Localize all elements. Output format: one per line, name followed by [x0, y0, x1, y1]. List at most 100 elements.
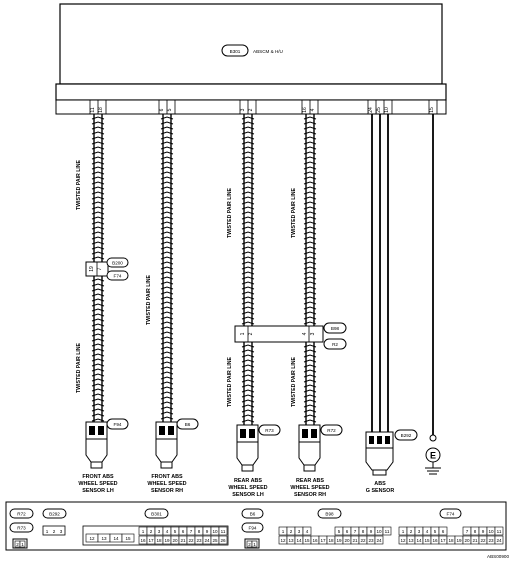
connector-code: F74 — [114, 273, 122, 278]
pin-number: 24 — [376, 538, 382, 543]
sensor-rear-rh: R72 REAR ABS WHEEL SPEED SENSOR RH — [290, 424, 343, 498]
ground-symbol: E — [425, 434, 441, 475]
pin-number: 3 — [158, 529, 161, 534]
inline-pin: 19 — [89, 266, 95, 272]
connector-view-code: R72 — [17, 512, 26, 517]
connector-view-code: B292 — [49, 512, 60, 517]
connector-code: F94 — [114, 422, 122, 427]
pin-number: 8 — [474, 529, 477, 534]
pin-number: 8 — [198, 529, 201, 534]
sensor-label: ABS — [374, 481, 386, 487]
pin-number: 26 — [220, 538, 226, 543]
pin-number: 18 — [156, 538, 162, 543]
module-pin: 16 — [302, 107, 308, 113]
sensor-label: SENSOR LH — [82, 488, 114, 494]
pin-cell — [382, 526, 392, 536]
connector-view-code: F74 — [447, 512, 455, 517]
pin-number: 3 — [298, 529, 301, 534]
inline-pin: 4 — [302, 332, 308, 335]
twisted-label: TWISTED PAIR LINE — [227, 356, 233, 407]
pin-number: 17 — [320, 538, 326, 543]
inline-pin: 1 — [240, 332, 246, 335]
connector-view-code: B98 — [325, 512, 334, 517]
module-pin: 2 — [248, 108, 254, 111]
sensor-label: SENSOR LH — [232, 492, 264, 498]
pin-number: 15 — [304, 538, 310, 543]
pin-number: 18 — [448, 538, 454, 543]
pin-number: 11 — [497, 529, 502, 534]
pin-number: 7 — [354, 529, 357, 534]
sensor-front-lh: F94 FRONT ABS WHEEL SPEED SENSOR LH — [78, 418, 129, 494]
module-pin: 6 — [159, 108, 165, 111]
pin-number: 19 — [456, 538, 462, 543]
pin-number: 5 — [174, 529, 177, 534]
sensor-label: WHEEL SPEED — [228, 485, 267, 491]
module-name: ABSCM & H/U — [253, 49, 283, 54]
pin-number: 9 — [206, 529, 209, 534]
module-pin: 3 — [240, 108, 246, 111]
pin-number: 2 — [290, 529, 293, 534]
twisted-label: TWISTED PAIR LINE — [76, 159, 82, 210]
pin-number: 12 — [280, 538, 286, 543]
pin-number: 13 — [288, 538, 294, 543]
sensor-front-rh: B6 FRONT ABS WHEEL SPEED SENSOR RH — [147, 418, 199, 494]
pin-number: 22 — [188, 538, 194, 543]
pin-number: 4 — [306, 529, 309, 534]
sensor-rear-lh: R73 REAR ABS WHEEL SPEED SENSOR LH — [228, 424, 281, 498]
module-connector-badge — [221, 44, 249, 57]
pin-number: 23 — [196, 538, 202, 543]
pin-number: 14 — [296, 538, 302, 543]
connector-code: R72 — [327, 428, 336, 433]
pin-cell — [494, 526, 504, 536]
twisted-label: TWISTED PAIR LINE — [291, 187, 297, 238]
module-pin: 11 — [90, 107, 96, 112]
pin-number: 1 — [282, 529, 285, 534]
pin-number: 17 — [440, 538, 446, 543]
twist-marks — [91, 116, 105, 260]
module-pin-dividers — [89, 100, 438, 114]
pin-number: 7 — [190, 529, 193, 534]
pin-number: 25 — [212, 538, 218, 543]
connector-code: B292 — [401, 433, 412, 438]
pin-number: 3 — [60, 529, 63, 534]
twisted-label: TWISTED PAIR LINE — [146, 274, 152, 325]
connector-views: R72 R73 2 1 B292 1 2 3 B301 1 2 3 4 5 6 7 8 9 10 1… — [5, 501, 507, 551]
connector-view-code: B301 — [151, 512, 162, 517]
pin-number: 16 — [140, 538, 146, 543]
pin-number: 11 — [385, 529, 390, 534]
module-pin: 25 — [376, 107, 382, 113]
pin-number: 19 — [164, 538, 170, 543]
inline-connector-rear: 1 2 4 3 B98 R2 — [234, 322, 347, 350]
pin-number: 21 — [352, 538, 358, 543]
pin-number: 15 — [424, 538, 430, 543]
pin-number: 2 — [150, 529, 153, 534]
pin-number: 9 — [370, 529, 373, 534]
sensor-label: REAR ABS — [234, 478, 262, 484]
module-pin: 4 — [310, 108, 316, 111]
ground-label: E — [430, 451, 436, 461]
pin-number: 3 — [418, 529, 421, 534]
pin-number: 5 — [338, 529, 341, 534]
pin-number: 23 — [488, 538, 494, 543]
pin-cell — [218, 526, 228, 536]
sensor-label: WHEEL SPEED — [147, 481, 186, 487]
sensor-label: REAR ABS — [296, 478, 324, 484]
pin-number: 20 — [464, 538, 470, 543]
connector-view-code: R73 — [17, 526, 26, 531]
twist-marks — [160, 116, 174, 420]
pin-number: 20 — [344, 538, 350, 543]
pin-number: 13 — [101, 536, 107, 541]
sensor-label: G SENSOR — [366, 488, 395, 494]
sensor-label: WHEEL SPEED — [290, 485, 329, 491]
sensor-label: FRONT ABS — [82, 474, 114, 480]
twist-marks — [241, 116, 255, 325]
pin-number: 23 — [368, 538, 374, 543]
inline-pin: 7 — [97, 267, 103, 270]
twist-marks — [91, 278, 105, 422]
inline-pin: 2 — [248, 332, 254, 335]
sensor-label: SENSOR RH — [294, 492, 326, 498]
connector-view-code: F94 — [249, 526, 257, 531]
